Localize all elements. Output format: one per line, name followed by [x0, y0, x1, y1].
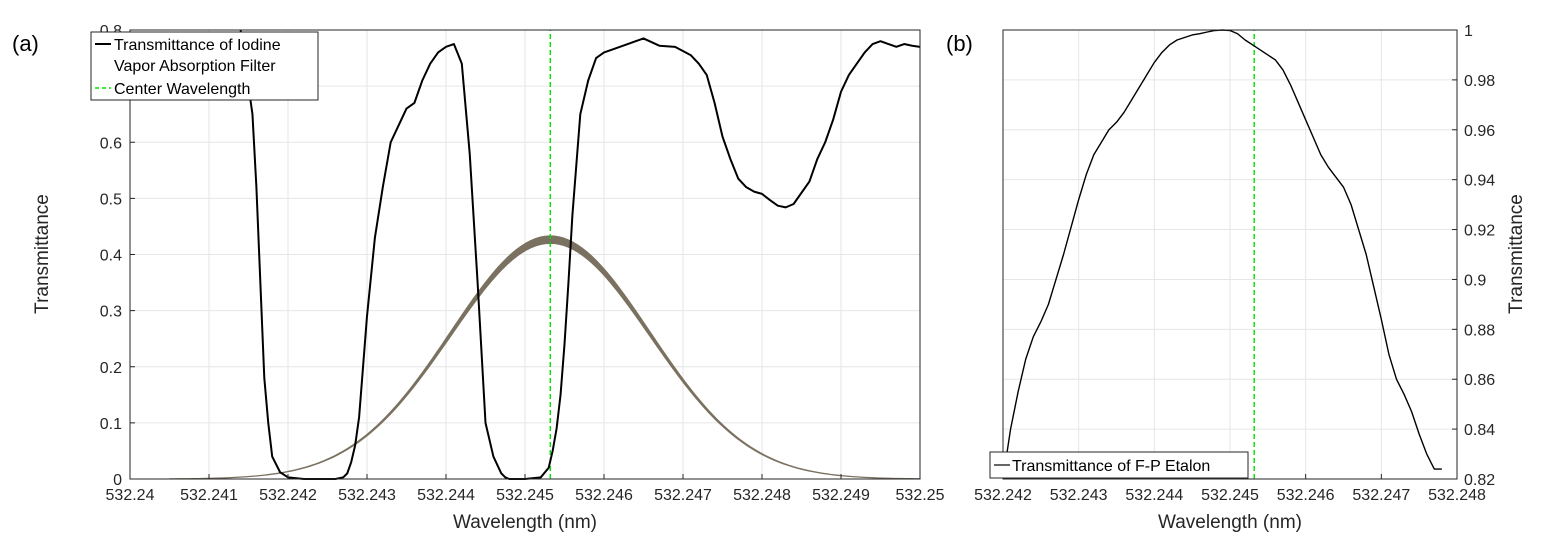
y-tick-label: 0.86 — [1464, 372, 1495, 389]
y-tick-label: 0.82 — [1464, 472, 1495, 489]
x-tick-label: 532.246 — [1277, 487, 1335, 504]
panel-b-label: (b) — [946, 31, 973, 56]
panel-a-y-ticks: 00.10.20.30.40.50.60.70.8 — [100, 23, 135, 489]
y-tick-label: 0.4 — [100, 248, 122, 265]
x-tick-label: 532.244 — [417, 487, 475, 504]
panel-b-x-ticks: 532.242 532.243 532.244 532.245 532.246 532.2… — [974, 474, 1486, 504]
y-tick-label: 0.9 — [1464, 272, 1486, 289]
y-tick-label: 0.94 — [1464, 173, 1495, 190]
y-tick-label: 0.96 — [1464, 123, 1495, 140]
legend-etalon-label: Transmittance of F-P Etalon — [1012, 458, 1210, 475]
x-tick-label: 532.248 — [733, 487, 791, 504]
panel-a-label: (a) — [12, 31, 39, 56]
y-tick-label: 1 — [1464, 23, 1473, 40]
x-tick-label: 532.24 — [106, 487, 155, 504]
x-tick-label: 532.248 — [1428, 487, 1486, 504]
panel-a-x-ticks: 532.24 532.241 532.242 532.243 532.244 532.24… — [106, 474, 945, 504]
panel-b-legend-box — [989, 451, 1249, 479]
panel-b-legend: Transmittance of F-P Etalon — [989, 451, 1249, 479]
y-tick-label: 0.84 — [1464, 422, 1495, 439]
panel-a-lines — [239, 29, 921, 480]
x-tick-label: 532.25 — [896, 487, 945, 504]
panel-a-ylabel: Transmittance — [32, 194, 53, 314]
x-tick-label: 532.243 — [338, 487, 396, 504]
x-tick-label: 532.242 — [974, 487, 1032, 504]
y-tick-label: 0.2 — [100, 360, 122, 377]
panel-b: 532.242 532.243 532.244 532.245 532.246 532.2… — [946, 23, 1527, 533]
panel-a-legend: Transmittance of Iodine Vapor Absorption… — [90, 31, 319, 101]
y-tick-label: 0.92 — [1464, 223, 1495, 240]
y-tick-label: 0.5 — [100, 191, 122, 208]
panel-b-xlabel: Wavelength (nm) — [1158, 512, 1302, 533]
x-tick-label: 532.245 — [1201, 487, 1259, 504]
panel-a-xlabel: Wavelength (nm) — [453, 512, 597, 533]
y-tick-label: 0 — [113, 472, 122, 489]
x-tick-label: 532.242 — [259, 487, 317, 504]
y-tick-label: 0.6 — [100, 135, 122, 152]
x-tick-label: 532.243 — [1050, 487, 1108, 504]
x-tick-label: 532.241 — [180, 487, 238, 504]
x-tick-label: 532.246 — [575, 487, 633, 504]
iodine-transmittance-line — [239, 29, 921, 480]
panel-a: 532.24 532.241 532.242 532.243 532.244 532.24… — [12, 23, 945, 533]
y-tick-label: 0.88 — [1464, 322, 1495, 339]
y-tick-label: 0.1 — [100, 416, 122, 433]
y-tick-label: 0.3 — [100, 304, 122, 321]
x-tick-label: 532.249 — [812, 487, 870, 504]
x-tick-label: 532.244 — [1125, 487, 1183, 504]
legend-iodine-line2: Vapor Absorption Filter — [114, 58, 276, 75]
y-tick-label: 0.98 — [1464, 73, 1495, 90]
legend-iodine-line1: Transmittance of Iodine — [114, 37, 281, 54]
panel-b-ylabel: Transmittance — [1506, 194, 1527, 314]
x-tick-label: 532.245 — [496, 487, 554, 504]
panel-b-y-ticks: 0.82 0.84 0.86 0.88 0.9 0.92 0.94 0.96 0.98 1 — [1452, 23, 1495, 489]
x-tick-label: 532.247 — [1352, 487, 1410, 504]
panel-a-legend-box — [90, 31, 319, 101]
legend-center-label: Center Wavelength — [114, 81, 250, 98]
x-tick-label: 532.247 — [654, 487, 712, 504]
